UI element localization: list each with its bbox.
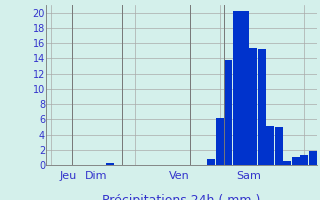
Text: Dim: Dim [84, 171, 107, 181]
Bar [308, 151, 316, 165]
Bar [249, 48, 257, 165]
Text: Sam: Sam [236, 171, 261, 181]
Bar [258, 49, 266, 165]
Bar [275, 127, 283, 165]
Bar [241, 11, 249, 165]
Bar [224, 60, 232, 165]
Bar [207, 159, 215, 165]
Bar [283, 161, 291, 165]
Bar [266, 126, 274, 165]
Bar [106, 163, 114, 165]
Bar [216, 118, 224, 165]
Bar [300, 155, 308, 165]
Text: Précipitations 24h ( mm ): Précipitations 24h ( mm ) [102, 194, 261, 200]
Text: Ven: Ven [169, 171, 190, 181]
Bar [233, 11, 241, 165]
Bar [292, 157, 300, 165]
Text: Jeu: Jeu [59, 171, 76, 181]
